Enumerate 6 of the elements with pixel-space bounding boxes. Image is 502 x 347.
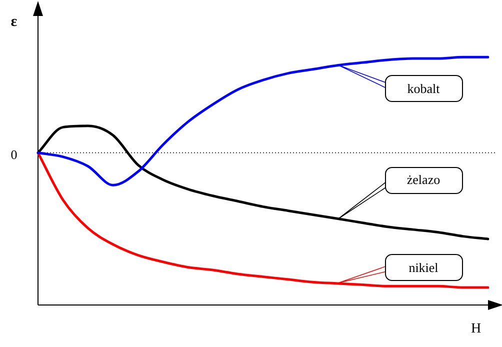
- callout-box: kobalt: [384, 75, 462, 102]
- callout-box: żelazo: [384, 166, 462, 194]
- x-axis-title: H: [470, 322, 482, 337]
- y-axis-title: ε: [10, 14, 18, 30]
- ref-line-label: 0: [10, 147, 18, 162]
- callout-box: nikiel: [384, 254, 462, 282]
